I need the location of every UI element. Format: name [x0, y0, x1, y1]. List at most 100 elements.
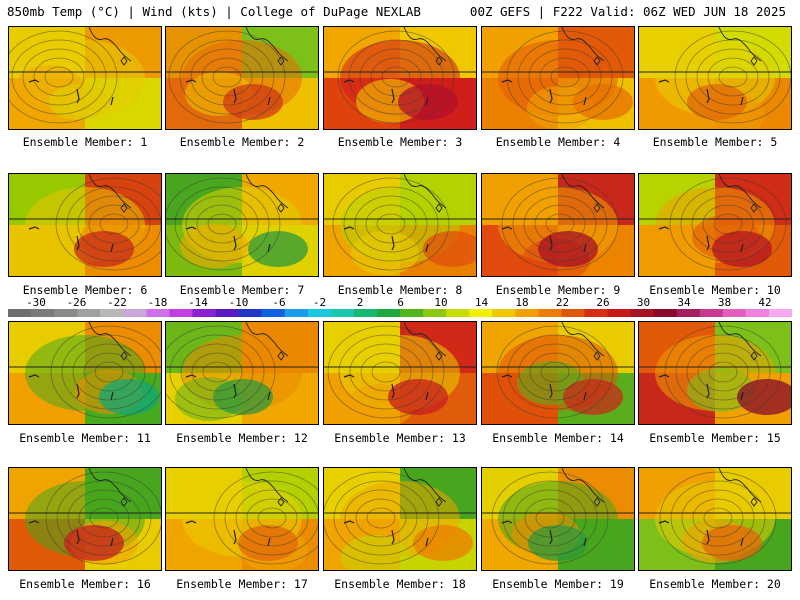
wind-barb [740, 96, 744, 106]
height-contour [180, 343, 254, 401]
ensemble-member-label: Ensemble Member: 8 [337, 283, 463, 297]
height-contour [344, 489, 418, 547]
colorbar-segment [31, 309, 55, 317]
temperature-field-map [166, 174, 318, 276]
height-contour [9, 30, 118, 124]
coastline [561, 27, 605, 62]
height-contour [191, 352, 243, 392]
wind-barb [391, 529, 395, 545]
temperature-field-map [482, 322, 634, 424]
height-contour [88, 204, 140, 244]
colorbar-segment [446, 309, 470, 317]
wind-barb [549, 235, 553, 251]
wind-barb [76, 529, 80, 545]
wind-barb [740, 391, 744, 401]
colorbar-segment [515, 309, 539, 317]
lake-outline [593, 351, 601, 361]
wind-barb [501, 520, 513, 524]
coastline [88, 174, 132, 209]
lake-outline [593, 497, 601, 507]
height-contour [540, 361, 570, 383]
temperature-blob [99, 379, 159, 415]
temperature-field-map [482, 27, 634, 129]
height-contour [680, 186, 776, 262]
height-contour [512, 186, 608, 262]
wind-barb [28, 374, 40, 378]
lake-outline [277, 497, 285, 507]
temperature-blob [413, 525, 473, 561]
temperature-field-map [9, 468, 161, 570]
colorbar-tick-label: 22 [555, 296, 570, 309]
ensemble-member-label: Ensemble Member: 9 [495, 283, 621, 297]
ensemble-panel-12 [165, 321, 319, 425]
height-contour [529, 352, 581, 392]
height-contour [166, 325, 276, 419]
height-contour [686, 343, 760, 401]
colorbar-tick-label: 34 [677, 296, 691, 309]
ensemble-panel-20 [638, 467, 792, 571]
height-contour [713, 213, 743, 235]
wind-barb [110, 243, 114, 253]
temperature-blob [213, 379, 273, 415]
coastline [403, 322, 447, 357]
temperature-field-map [324, 322, 476, 424]
colorbar-tick-label: 2 [356, 296, 364, 309]
ensemble-member-label: Ensemble Member: 13 [334, 431, 466, 445]
colorbar-segment [123, 309, 147, 317]
height-contour [354, 195, 428, 253]
ensemble-member-label: Ensemble Member: 3 [337, 135, 463, 149]
height-contour [343, 186, 439, 262]
colorbar-segment [538, 309, 562, 317]
height-contour [174, 186, 270, 262]
wind-barb [185, 79, 197, 83]
temperature-field-map [639, 322, 791, 424]
wind-barb [110, 96, 114, 106]
colorbar-tick-label: -14 [188, 296, 208, 309]
colorbar-segment [745, 309, 770, 317]
lake-outline [593, 56, 601, 66]
height-contour [50, 325, 161, 419]
height-contour [45, 471, 161, 565]
colorbar-segment [376, 309, 401, 317]
coastline [718, 468, 762, 503]
temperature-field-map [9, 322, 161, 424]
wind-barb [343, 226, 355, 230]
coastline [403, 27, 447, 62]
wind-barb [658, 520, 670, 524]
wind-barb [185, 374, 197, 378]
ensemble-panel-10 [638, 173, 792, 277]
wind-barb [501, 79, 513, 83]
temperature-field-map [482, 174, 634, 276]
height-contour [213, 471, 318, 565]
height-contour [202, 361, 232, 383]
ensemble-panel-16 [8, 467, 162, 571]
wind-barb [549, 383, 553, 399]
ensemble-panel-4 [481, 26, 635, 130]
colorbar-segment [699, 309, 724, 317]
height-contour [523, 195, 597, 253]
temperature-blob [223, 84, 283, 120]
height-contour [337, 30, 455, 124]
wind-barb [267, 96, 271, 106]
height-contour [535, 507, 565, 529]
temperature-field-map [166, 468, 318, 570]
height-contour [327, 325, 445, 419]
ensemble-panel-3 [323, 26, 477, 130]
height-contour [72, 343, 146, 401]
temperature-blob [49, 84, 109, 120]
height-contour [246, 498, 298, 538]
wind-barb [233, 235, 237, 251]
colorbar-segment [146, 309, 170, 317]
coastline [561, 174, 605, 209]
temperature-field-map [9, 174, 161, 276]
lake-outline [120, 351, 128, 361]
colorbar-segment [423, 309, 447, 317]
colorbar-segment [330, 309, 355, 317]
height-contour [235, 489, 309, 547]
colorbar-segment [8, 309, 32, 317]
height-contour [355, 498, 407, 538]
wind-barb [706, 383, 710, 399]
height-contour [675, 334, 771, 410]
colorbar-tick-label: -6 [272, 296, 286, 309]
height-contour [224, 480, 318, 556]
